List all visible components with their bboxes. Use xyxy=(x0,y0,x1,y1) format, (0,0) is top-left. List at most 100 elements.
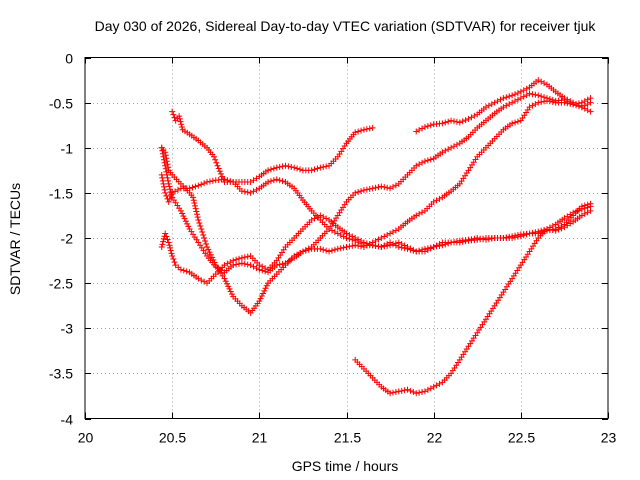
data-point xyxy=(381,233,388,240)
data-point xyxy=(213,159,220,166)
data-point xyxy=(165,177,172,184)
data-point xyxy=(244,189,251,196)
data-point xyxy=(587,108,594,115)
data-point xyxy=(331,246,338,253)
data-point xyxy=(323,247,330,254)
data-point xyxy=(456,119,463,126)
data-point xyxy=(381,243,388,250)
data-point xyxy=(198,225,205,232)
data-point xyxy=(167,186,174,193)
data-point xyxy=(206,178,213,185)
data-point xyxy=(546,98,553,105)
x-tick-label: 21.5 xyxy=(334,430,361,446)
data-point xyxy=(471,112,478,119)
data-point xyxy=(163,171,170,178)
data-point xyxy=(291,164,298,171)
data-point xyxy=(334,245,341,252)
data-point xyxy=(160,238,167,245)
data-point xyxy=(529,102,536,109)
data-point xyxy=(279,178,286,185)
data-point xyxy=(555,226,562,233)
data-point xyxy=(404,386,411,393)
data-point xyxy=(174,186,181,193)
data-point xyxy=(485,102,492,109)
data-point xyxy=(389,389,396,396)
data-point xyxy=(178,123,185,130)
data-point xyxy=(164,174,171,181)
data-point xyxy=(247,262,254,269)
data-point xyxy=(453,238,460,245)
data-point xyxy=(392,240,399,247)
data-point xyxy=(451,143,458,150)
data-point xyxy=(159,177,166,184)
data-point xyxy=(520,87,527,94)
data-point xyxy=(167,247,174,254)
data-point xyxy=(340,244,347,251)
axis-ticks: 20 20.5 21 21.5 22 22.5 23 0 -0.5 -1 -1.5 -2 -2.5 -3 -… xyxy=(49,51,617,446)
data-point xyxy=(543,97,550,104)
y-tick-label: -0.5 xyxy=(49,96,73,112)
y-tick-label: -2.5 xyxy=(49,276,73,292)
y-axis-label: SDTVAR / TECUs xyxy=(7,183,23,295)
data-point xyxy=(587,95,594,102)
data-point xyxy=(427,122,434,129)
data-point xyxy=(384,231,391,238)
data-point xyxy=(584,209,591,216)
data-point xyxy=(532,229,539,236)
data-point xyxy=(311,166,318,173)
data-point xyxy=(410,389,417,396)
data-point xyxy=(276,164,283,171)
data-point xyxy=(183,268,190,275)
data-point xyxy=(581,205,588,212)
data-point xyxy=(326,248,333,255)
data-point xyxy=(166,183,173,190)
data-point xyxy=(584,204,591,211)
data-point xyxy=(500,235,507,241)
data-point xyxy=(369,124,376,131)
data-point xyxy=(584,107,591,114)
x-axis-label: GPS time / hours xyxy=(292,458,399,474)
data-point xyxy=(416,127,423,134)
data-point xyxy=(190,194,197,201)
data-point xyxy=(529,91,536,98)
data-point xyxy=(424,123,431,130)
data-point xyxy=(433,243,440,250)
data-point xyxy=(471,235,478,242)
data-point xyxy=(442,147,449,154)
data-point xyxy=(445,146,452,153)
data-point xyxy=(439,120,446,127)
data-point xyxy=(182,218,189,225)
data-point xyxy=(512,119,519,126)
data-point xyxy=(260,290,267,297)
data-point xyxy=(381,184,388,191)
data-point xyxy=(378,183,385,190)
data-point xyxy=(355,188,362,195)
data-point xyxy=(204,179,211,186)
data-point xyxy=(366,241,373,248)
data-point xyxy=(180,267,187,274)
data-point xyxy=(541,226,548,233)
data-point xyxy=(570,209,577,216)
data-point xyxy=(171,114,178,121)
data-point xyxy=(352,129,359,136)
data-point xyxy=(184,220,191,227)
data-point xyxy=(179,210,186,217)
data-point xyxy=(169,253,176,260)
data-point xyxy=(224,260,231,267)
data-point xyxy=(430,383,437,390)
y-tick-label: -4 xyxy=(61,412,74,428)
data-point xyxy=(195,182,202,189)
data-point xyxy=(346,231,353,238)
data-point xyxy=(372,242,379,249)
data-point xyxy=(375,243,382,250)
data-point xyxy=(192,205,199,212)
data-point xyxy=(181,215,188,222)
data-point xyxy=(201,235,208,241)
data-point xyxy=(451,118,458,125)
data-point xyxy=(369,242,376,249)
data-point xyxy=(506,101,513,108)
data-point xyxy=(538,93,545,100)
y-tick-label: -3 xyxy=(61,321,74,337)
data-point xyxy=(294,165,301,172)
data-point xyxy=(552,227,559,234)
